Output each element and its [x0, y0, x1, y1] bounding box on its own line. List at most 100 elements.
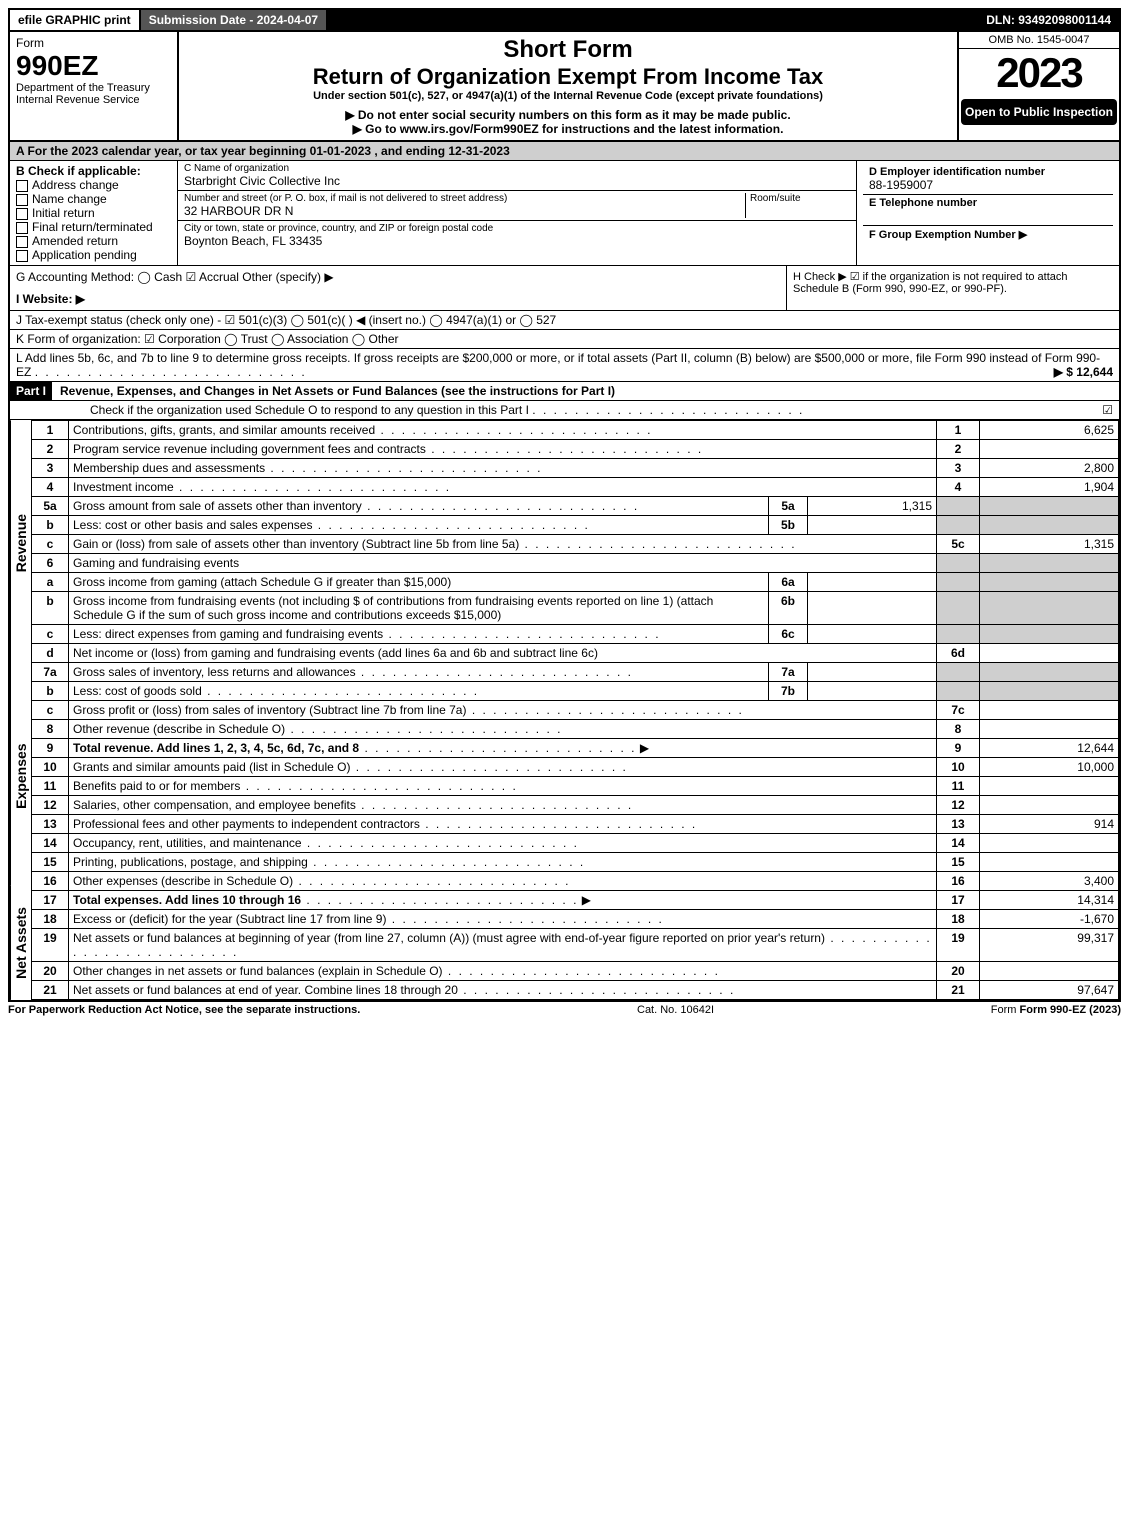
line-2-desc: Program service revenue including govern… — [73, 442, 426, 456]
line-20-desc: Other changes in net assets or fund bala… — [73, 964, 443, 978]
line-7a: 7aGross sales of inventory, less returns… — [32, 663, 1119, 682]
page-footer: For Paperwork Reduction Act Notice, see … — [8, 1002, 1121, 1018]
line-12-ln: 12 — [937, 796, 980, 815]
line-14-num: 14 — [32, 834, 69, 853]
line-11-num: 11 — [32, 777, 69, 796]
line-12: 12Salaries, other compensation, and empl… — [32, 796, 1119, 815]
line-10-desc: Grants and similar amounts paid (list in… — [73, 760, 350, 774]
footer-form-ref: Form Form 990-EZ (2023) — [991, 1004, 1121, 1016]
line-7c: cGross profit or (loss) from sales of in… — [32, 701, 1119, 720]
form-number: 990EZ — [16, 50, 171, 82]
line-11: 11Benefits paid to or for members11 — [32, 777, 1119, 796]
form-word: Form — [16, 36, 171, 50]
line-4-amt: 1,904 — [980, 478, 1119, 497]
form-container: Form 990EZ Department of the Treasury In… — [8, 32, 1121, 1002]
room-suite-label: Room/suite — [745, 193, 850, 218]
f-group-exemption-label: F Group Exemption Number ▶ — [869, 228, 1107, 241]
line-6c-mamt — [808, 625, 937, 644]
line-8-amt — [980, 720, 1119, 739]
tax-year: 2023 — [959, 49, 1119, 97]
line-18: 18Excess or (deficit) for the year (Subt… — [32, 910, 1119, 929]
line-9-desc: Total revenue. Add lines 1, 2, 3, 4, 5c,… — [73, 741, 359, 755]
line-19-amt: 99,317 — [980, 929, 1119, 962]
line-10-num: 10 — [32, 758, 69, 777]
line-5a-mn: 5a — [769, 497, 808, 516]
footer-right: Form 990-EZ (2023) — [1020, 1004, 1121, 1016]
line-16: 16Other expenses (describe in Schedule O… — [32, 872, 1119, 891]
header-mid: Short Form Return of Organization Exempt… — [179, 32, 959, 140]
e-phone-label: E Telephone number — [869, 197, 1107, 209]
line-5c-desc: Gain or (loss) from sale of assets other… — [73, 537, 519, 551]
line-6b-num: b — [32, 592, 69, 625]
opt-application-pending: Application pending — [32, 248, 137, 262]
line-5b-desc: Less: cost or other basis and sales expe… — [73, 518, 312, 532]
dln-label: DLN: 93492098001144 — [978, 10, 1119, 30]
line-1-num: 1 — [32, 421, 69, 440]
checkbox-amended-return[interactable]: Amended return — [16, 234, 171, 248]
line-9-arrow-icon: ▶ — [640, 741, 649, 755]
efile-print-button[interactable]: efile GRAPHIC print — [10, 10, 141, 30]
line-6a-num: a — [32, 573, 69, 592]
form-header: Form 990EZ Department of the Treasury In… — [10, 32, 1119, 142]
netassets-section-label: Net Assets — [10, 886, 31, 1000]
line-3-amt: 2,800 — [980, 459, 1119, 478]
line-8-ln: 8 — [937, 720, 980, 739]
line-2: 2Program service revenue including gover… — [32, 440, 1119, 459]
subtitle: Under section 501(c), 527, or 4947(a)(1)… — [187, 90, 949, 102]
checkbox-initial-return[interactable]: Initial return — [16, 206, 171, 220]
line-10: 10 Grants and similar amounts paid (list … — [32, 758, 1119, 777]
line-6b-mn: 6b — [769, 592, 808, 625]
d-ein-label: D Employer identification number — [869, 166, 1107, 178]
line-6d: dNet income or (loss) from gaming and fu… — [32, 644, 1119, 663]
line-6-num: 6 — [32, 554, 69, 573]
line-6c: cLess: direct expenses from gaming and f… — [32, 625, 1119, 644]
line-1-amt: 6,625 — [980, 421, 1119, 440]
part-i-checkbox[interactable]: ☑ — [1102, 403, 1113, 417]
line-1-ln: 1 — [937, 421, 980, 440]
submission-date-button[interactable]: Submission Date - 2024-04-07 — [141, 10, 328, 30]
line-15-ln: 15 — [937, 853, 980, 872]
line-3: 3Membership dues and assessments32,800 — [32, 459, 1119, 478]
line-7b: bLess: cost of goods sold7b — [32, 682, 1119, 701]
part-i-label: Part I — [10, 382, 52, 400]
line-7c-ln: 7c — [937, 701, 980, 720]
line-7b-mn: 7b — [769, 682, 808, 701]
line-13-num: 13 — [32, 815, 69, 834]
line-15-desc: Printing, publications, postage, and shi… — [73, 855, 308, 869]
line-3-num: 3 — [32, 459, 69, 478]
checkbox-application-pending[interactable]: Application pending — [16, 248, 171, 262]
line-6a-desc: Gross income from gaming (attach Schedul… — [69, 573, 769, 592]
line-6-desc: Gaming and fundraising events — [69, 554, 937, 573]
line-5c-amt: 1,315 — [980, 535, 1119, 554]
j-tax-exempt-status: J Tax-exempt status (check only one) - ☑… — [10, 311, 1119, 330]
line-16-amt: 3,400 — [980, 872, 1119, 891]
return-title: Return of Organization Exempt From Incom… — [187, 64, 949, 90]
warning-link[interactable]: ▶ Go to www.irs.gov/Form990EZ for instru… — [187, 122, 949, 136]
lines-table: 1Contributions, gifts, grants, and simil… — [31, 420, 1119, 1000]
line-9-ln: 9 — [937, 739, 980, 758]
org-street: 32 HARBOUR DR N — [184, 204, 745, 218]
checkbox-name-change[interactable]: Name change — [16, 192, 171, 206]
line-7b-num: b — [32, 682, 69, 701]
line-15-amt — [980, 853, 1119, 872]
checkbox-final-return[interactable]: Final return/terminated — [16, 220, 171, 234]
line-19-ln: 19 — [937, 929, 980, 962]
line-16-num: 16 — [32, 872, 69, 891]
line-5a-num: 5a — [32, 497, 69, 516]
checkbox-address-change[interactable]: Address change — [16, 178, 171, 192]
line-18-desc: Excess or (deficit) for the year (Subtra… — [73, 912, 386, 926]
line-7a-num: 7a — [32, 663, 69, 682]
part-i-header-row: Part I Revenue, Expenses, and Changes in… — [10, 382, 1119, 401]
line-10-amt: 10,000 — [980, 758, 1119, 777]
line-1: 1Contributions, gifts, grants, and simil… — [32, 421, 1119, 440]
line-20-amt — [980, 962, 1119, 981]
line-17-ln: 17 — [937, 891, 980, 910]
line-17-desc: Total expenses. Add lines 10 through 16 — [73, 893, 301, 907]
line-2-amt — [980, 440, 1119, 459]
line-7c-num: c — [32, 701, 69, 720]
opt-amended-return: Amended return — [32, 234, 118, 248]
line-12-amt — [980, 796, 1119, 815]
line-6b-desc: Gross income from fundraising events (no… — [69, 592, 769, 625]
line-17-arrow-icon: ▶ — [582, 893, 591, 907]
line-11-amt — [980, 777, 1119, 796]
